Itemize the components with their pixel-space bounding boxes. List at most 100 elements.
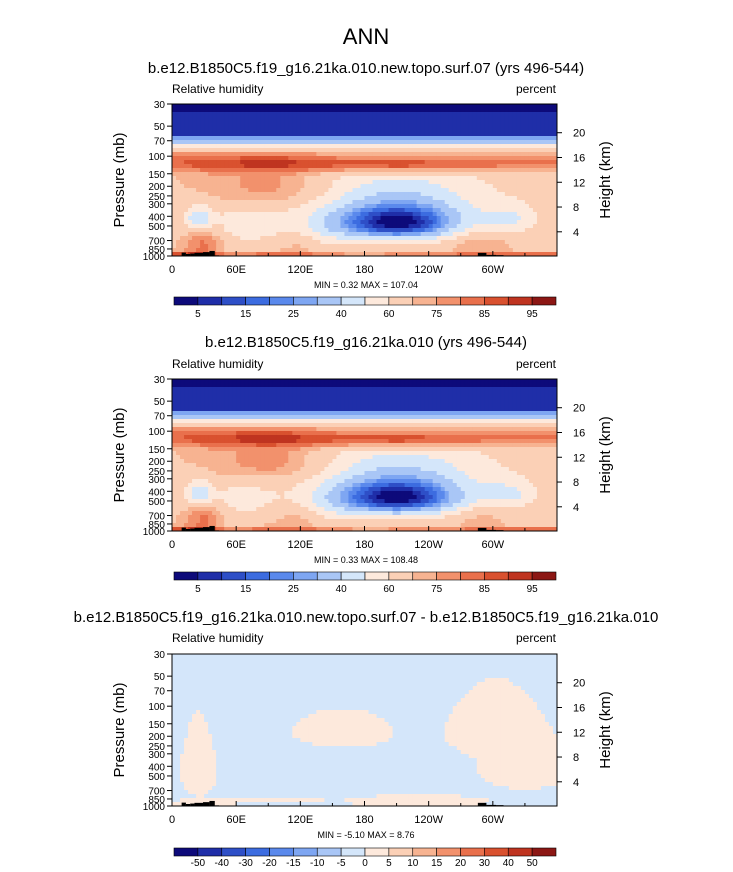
contour-cell [540, 104, 546, 109]
contour-cell [216, 395, 221, 400]
contour-cell [504, 132, 510, 137]
contour-cell [508, 411, 514, 416]
contour-cell [204, 160, 209, 165]
contour-cell [228, 160, 233, 165]
contour-cell [460, 387, 466, 392]
colorbar-segment [197, 296, 223, 306]
contour-cell [480, 192, 486, 197]
contour-cell [392, 132, 398, 137]
contour-cell [272, 387, 277, 392]
contour-cell [304, 236, 309, 241]
contour-cell [476, 391, 482, 396]
contour-cell [416, 160, 422, 165]
contour-cell [476, 419, 482, 424]
contour-cell [252, 172, 257, 177]
contour-cell [524, 252, 530, 256]
contour-cell [332, 120, 338, 125]
contour-cell [536, 399, 542, 404]
contour-cell [404, 395, 410, 400]
contour-cell [268, 228, 273, 233]
contour-cell [232, 200, 237, 205]
contour-cell [432, 180, 438, 185]
contour-cell [368, 224, 374, 229]
contour-cell [196, 128, 201, 133]
y-tick-label: 30 [154, 100, 166, 111]
contour-cell [284, 172, 289, 177]
contour-cell [212, 220, 217, 225]
contour-cell [376, 200, 382, 205]
contour-cell [540, 395, 546, 400]
contour-cell [356, 136, 362, 141]
contour-cell [448, 399, 454, 404]
contour-cell [492, 419, 498, 424]
contour-cell [264, 176, 269, 181]
contour-cell [236, 144, 241, 149]
contour-cell [288, 208, 293, 213]
contour-cell [512, 407, 518, 412]
contour-cell [492, 411, 498, 416]
contour-cell [492, 200, 498, 205]
contour-cell [464, 132, 470, 137]
contour-cell [172, 176, 177, 181]
contour-cell [464, 192, 470, 197]
contour-cell [524, 411, 530, 416]
contour-cell [536, 160, 542, 165]
contour-cell [504, 160, 510, 165]
contour-cell [292, 148, 297, 153]
contour-cell [372, 224, 378, 229]
contour-cell [492, 132, 498, 137]
contour-cell [496, 152, 502, 157]
colorbar-segment [531, 296, 557, 306]
colorbar-label: 75 [431, 309, 443, 320]
contour-cell [272, 128, 277, 133]
contour-cell [464, 172, 470, 177]
contour-cell [300, 160, 305, 165]
contour-cell [500, 168, 506, 173]
contour-cell [456, 164, 462, 169]
contour-cell [320, 192, 325, 197]
contour-cell [256, 379, 261, 384]
contour-cell [388, 180, 394, 185]
contour-cell [512, 391, 518, 396]
contour-cell [300, 232, 305, 237]
contour-cell [316, 144, 321, 149]
contour-cell [364, 216, 370, 221]
contour-cell [540, 204, 546, 209]
contour-cell [280, 391, 285, 396]
contour-cell [288, 407, 293, 412]
contour-cell [324, 244, 330, 249]
contour-cell [220, 104, 225, 109]
contour-cell [276, 184, 281, 189]
contour-cell [464, 232, 470, 237]
contour-cell [404, 128, 410, 133]
colorbar-label: 5 [195, 309, 201, 320]
contour-cell [508, 176, 514, 181]
contour-cell [512, 387, 518, 392]
contour-cell [264, 399, 269, 404]
contour-cell [300, 128, 305, 133]
contour-cell [332, 176, 338, 181]
contour-cell [184, 108, 189, 113]
contour-cell [312, 144, 317, 149]
contour-cell [192, 415, 197, 420]
contour-cell [300, 399, 305, 404]
contour-cell [536, 116, 542, 121]
contour-cell [388, 379, 394, 384]
contour-cell [268, 224, 273, 229]
contour-cell [432, 232, 438, 237]
contour-cell [548, 383, 554, 388]
contour-cell [300, 224, 305, 229]
contour-cell [352, 124, 358, 129]
contour-cell [436, 383, 442, 388]
contour-cell [336, 188, 342, 193]
contour-cell [324, 128, 330, 133]
contour-cell [432, 236, 438, 241]
contour-cell [432, 160, 438, 165]
contour-cell [252, 200, 257, 205]
contour-cell [260, 395, 265, 400]
contour-cell [480, 144, 486, 149]
contour-cell [536, 132, 542, 137]
contour-cell [416, 411, 422, 416]
contour-cell [340, 407, 346, 412]
contour-cell [356, 252, 362, 256]
